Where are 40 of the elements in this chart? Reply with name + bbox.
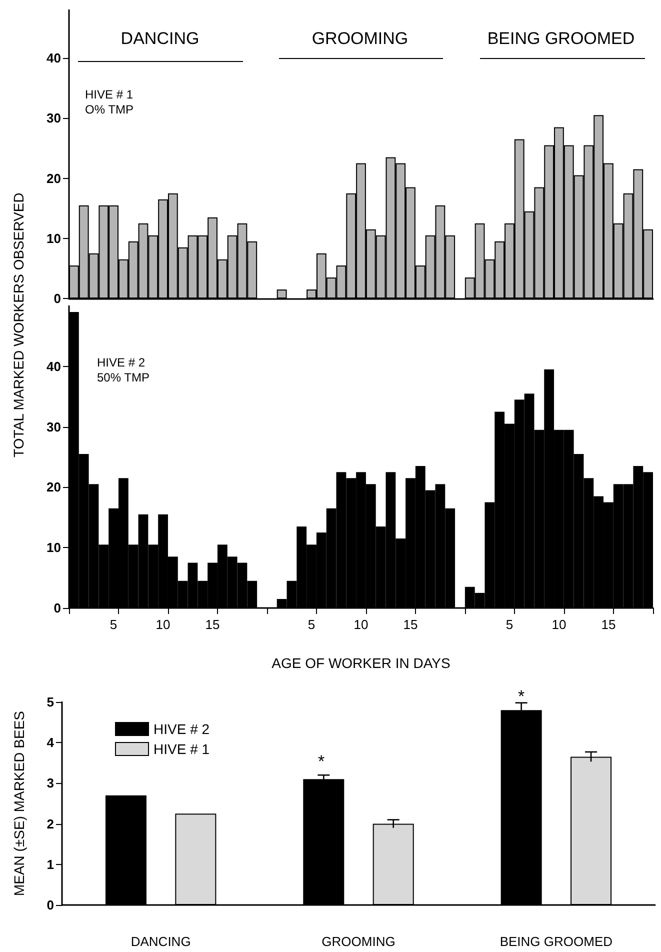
x-tick-label: 15 [601,617,616,632]
x-tick-label: 15 [205,617,220,632]
x-tick-label: 10 [552,617,566,632]
annotation: HIVE # 1 O% TMP [85,88,134,116]
annotation: HIVE # 2 50% TMP [97,356,150,384]
y-tick-label: 4 [46,735,55,750]
annotation: * [518,687,525,706]
y-tick-label: 3 [46,776,54,791]
y-tick-label: 5 [46,694,54,710]
y-tick-label: 1 [46,856,54,872]
annotation: BEING GROOMED [487,29,635,48]
x-tick-label: 15 [403,617,418,632]
annotation: GROOMING [312,29,408,48]
x-tick-label: DANCING [130,934,191,949]
y-tick-label: 0 [54,600,61,616]
y-tick-label: 30 [46,110,61,126]
y-tick-label: 2 [46,816,54,832]
annotation: DANCING [120,29,200,48]
y-tick-label: 40 [46,358,61,374]
y-tick-label: 20 [46,480,61,495]
y-tick-label: 0 [54,291,61,306]
legend-label: HIVE # 2 [154,721,210,737]
x-tick-label: BEING GROOMED [500,934,613,949]
x-tick-label: 5 [308,617,316,632]
y-tick-label: 40 [46,50,61,66]
y-axis-title: MEAN (±SE) MARKED BEES [11,710,27,896]
x-axis-title: AGE OF WORKER IN DAYS [272,655,450,671]
annotation: * [318,752,325,771]
x-tick-label: 5 [110,617,118,632]
x-tick-label: 10 [156,617,170,632]
x-tick-label: 5 [506,617,514,632]
y-tick-label: 0 [46,898,54,912]
y-tick-label: 10 [46,540,61,556]
y-tick-label: 30 [46,419,61,434]
x-tick-label: 10 [354,617,368,632]
y-tick-label: 20 [46,170,61,186]
y-axis-title: TOTAL MARKED WORKERS OBSERVED [10,192,26,458]
y-tick-label: 10 [46,230,61,246]
legend-label: HIVE # 1 [154,741,210,757]
x-tick-label: GROOMING [322,934,396,949]
